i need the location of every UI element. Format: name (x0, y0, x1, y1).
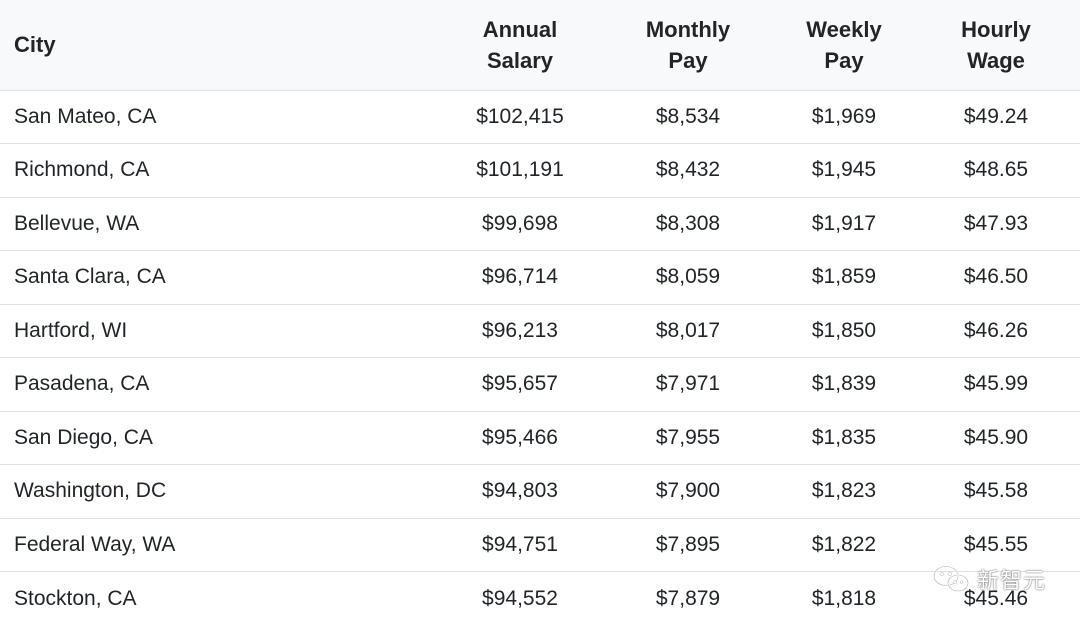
cell-monthly-pay: $8,017 (600, 304, 776, 358)
table-body: San Mateo, CA $102,415 $8,534 $1,969 $49… (0, 90, 1080, 625)
cell-city: Richmond, CA (0, 143, 440, 198)
cell-weekly-pay: $1,835 (776, 411, 912, 465)
header-weekly-line1: Weekly (806, 16, 882, 42)
cell-annual-salary: $95,657 (440, 357, 600, 412)
header-city-label: City (14, 32, 56, 58)
cell-weekly-pay: $1,823 (776, 464, 912, 519)
cell-annual-salary: $101,191 (440, 143, 600, 198)
table-row: Federal Way, WA $94,751 $7,895 $1,822 $4… (0, 518, 1080, 572)
table-header: City Annual Salary Monthly Pay Weekly Pa… (0, 0, 1080, 91)
cell-weekly-pay: $1,822 (776, 518, 912, 572)
cell-weekly-pay: $1,917 (776, 197, 912, 251)
wechat-icon (931, 564, 971, 594)
table-row: Washington, DC $94,803 $7,900 $1,823 $45… (0, 464, 1080, 519)
table-row: Santa Clara, CA $96,714 $8,059 $1,859 $4… (0, 250, 1080, 305)
cell-weekly-pay: $1,850 (776, 304, 912, 358)
cell-hourly-wage: $45.90 (912, 411, 1080, 465)
cell-annual-salary: $96,213 (440, 304, 600, 358)
cell-hourly-wage: $45.99 (912, 357, 1080, 412)
header-hourly-line1: Hourly (961, 16, 1031, 42)
table-row: San Mateo, CA $102,415 $8,534 $1,969 $49… (0, 90, 1080, 144)
cell-city: San Diego, CA (0, 411, 440, 465)
cell-city: Pasadena, CA (0, 357, 440, 412)
cell-monthly-pay: $7,971 (600, 357, 776, 412)
cell-annual-salary: $102,415 (440, 90, 600, 144)
header-hourly-line2: Wage (967, 47, 1025, 73)
cell-city: Stockton, CA (14, 586, 137, 610)
cell-hourly-wage: $48.65 (912, 143, 1080, 198)
cell-monthly-pay: $7,895 (600, 518, 776, 572)
cell-city: Bellevue, WA (0, 197, 440, 251)
cell-hourly-wage: $45.55 (912, 518, 1080, 572)
cell-monthly-pay: $7,900 (600, 464, 776, 519)
watermark-text: 新智元 (976, 569, 1046, 594)
header-annual-line1: Annual (482, 16, 558, 42)
table-row: Stockton, CA $94,552 $7,879 $1,818 $45.4… (0, 572, 1080, 625)
cell-monthly-pay: $8,534 (600, 90, 776, 144)
table-row: Bellevue, WA $99,698 $8,308 $1,917 $47.9… (0, 197, 1080, 251)
cell-hourly-wage: $45.58 (912, 464, 1080, 519)
cell-annual-salary: $94,552 (482, 586, 558, 610)
cell-monthly-pay: $7,955 (600, 411, 776, 465)
header-monthly-pay[interactable]: Monthly Pay (600, 0, 776, 91)
cell-city: Federal Way, WA (0, 518, 440, 572)
table-row: Richmond, CA $101,191 $8,432 $1,945 $48.… (0, 143, 1080, 198)
header-monthly-line1: Monthly (645, 16, 731, 42)
header-city[interactable]: City (0, 0, 440, 91)
cell-city: Hartford, WI (0, 304, 440, 358)
cell-hourly-wage: $46.26 (912, 304, 1080, 358)
watermark: 新智元 (931, 563, 1046, 595)
cell-weekly-pay: $1,945 (776, 143, 912, 198)
header-monthly-line2: Pay (668, 47, 708, 73)
table-row: Hartford, WI $96,213 $8,017 $1,850 $46.2… (0, 304, 1080, 358)
cell-hourly-wage: $46.50 (912, 250, 1080, 305)
cell-monthly-pay: $8,432 (600, 143, 776, 198)
header-row: City Annual Salary Monthly Pay Weekly Pa… (0, 0, 1080, 91)
header-hourly-wage[interactable]: Hourly Wage (912, 0, 1080, 91)
cell-city: San Mateo, CA (0, 90, 440, 144)
cell-annual-salary: $94,803 (440, 464, 600, 519)
cell-hourly-wage: $47.93 (912, 197, 1080, 251)
cell-monthly-pay: $8,059 (600, 250, 776, 305)
header-weekly-line2: Pay (824, 47, 864, 73)
cell-hourly-wage: $49.24 (912, 90, 1080, 144)
cell-weekly-pay: $1,839 (776, 357, 912, 412)
cell-hourly-wage: $45.46 (963, 586, 1029, 610)
header-annual-salary[interactable]: Annual Salary (440, 0, 600, 91)
cell-weekly-pay: $1,969 (776, 90, 912, 144)
cell-monthly-pay: $7,879 (655, 586, 721, 610)
cell-city: Washington, DC (0, 464, 440, 519)
cell-weekly-pay: $1,859 (776, 250, 912, 305)
cell-weekly-pay: $1,818 (811, 586, 877, 610)
cell-city: Santa Clara, CA (0, 250, 440, 305)
cell-annual-salary: $99,698 (440, 197, 600, 251)
header-weekly-pay[interactable]: Weekly Pay (776, 0, 912, 91)
table-row: San Diego, CA $95,466 $7,955 $1,835 $45.… (0, 411, 1080, 465)
cell-annual-salary: $95,466 (440, 411, 600, 465)
cell-annual-salary: $94,751 (440, 518, 600, 572)
table-row: Pasadena, CA $95,657 $7,971 $1,839 $45.9… (0, 357, 1080, 412)
cell-monthly-pay: $8,308 (600, 197, 776, 251)
cell-annual-salary: $96,714 (440, 250, 600, 305)
header-annual-line2: Salary (486, 47, 554, 73)
